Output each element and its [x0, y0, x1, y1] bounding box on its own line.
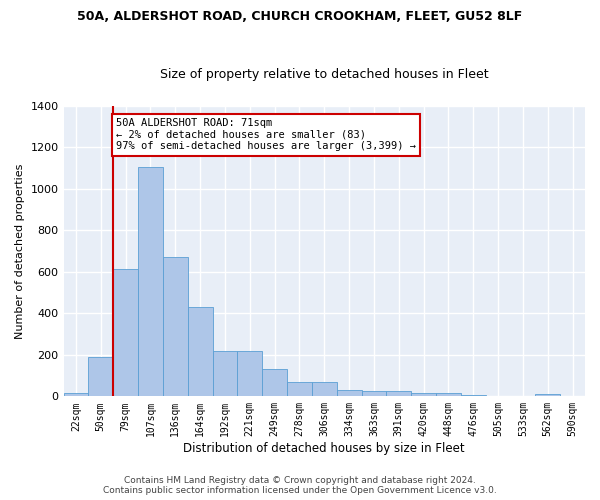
Bar — [138, 167, 163, 396]
Text: 50A ALDERSHOT ROAD: 71sqm
← 2% of detached houses are smaller (83)
97% of semi-d: 50A ALDERSHOT ROAD: 71sqm ← 2% of detach… — [116, 118, 416, 152]
Bar — [238, 350, 262, 397]
Bar — [411, 392, 436, 396]
Bar — [262, 370, 287, 396]
Text: 50A, ALDERSHOT ROAD, CHURCH CROOKHAM, FLEET, GU52 8LF: 50A, ALDERSHOT ROAD, CHURCH CROOKHAM, FL… — [77, 10, 523, 23]
Bar — [64, 392, 88, 396]
Bar — [88, 357, 113, 397]
Bar — [337, 390, 362, 396]
Bar — [461, 394, 485, 396]
Bar — [535, 394, 560, 396]
Text: Contains HM Land Registry data © Crown copyright and database right 2024.
Contai: Contains HM Land Registry data © Crown c… — [103, 476, 497, 495]
Bar — [163, 258, 188, 396]
Bar — [188, 307, 212, 396]
Bar — [386, 391, 411, 396]
Bar — [287, 382, 312, 396]
X-axis label: Distribution of detached houses by size in Fleet: Distribution of detached houses by size … — [184, 442, 465, 455]
Y-axis label: Number of detached properties: Number of detached properties — [15, 164, 25, 338]
Bar — [362, 390, 386, 396]
Bar — [436, 394, 461, 396]
Bar — [312, 382, 337, 396]
Bar — [113, 268, 138, 396]
Title: Size of property relative to detached houses in Fleet: Size of property relative to detached ho… — [160, 68, 488, 81]
Bar — [212, 350, 238, 397]
